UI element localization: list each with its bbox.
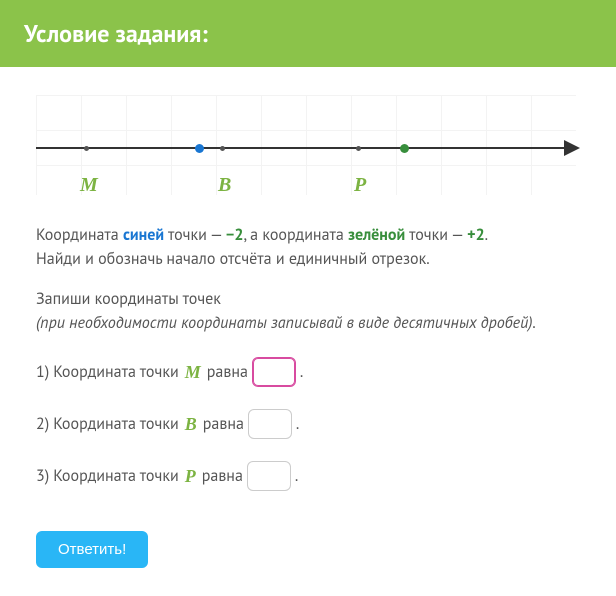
axis-point	[195, 144, 204, 153]
axis-label: B	[218, 170, 231, 200]
description-line-1: Координата синей точки — −2, а координат…	[36, 223, 580, 271]
value-plus-2: +2	[467, 225, 485, 245]
task-content: MBP Координата синей точки — −2, а коорд…	[0, 67, 616, 596]
txt: Координата	[36, 225, 123, 245]
txt: , а координата	[244, 225, 349, 245]
answer-input-M[interactable]	[252, 357, 296, 387]
hint-line: (при необходимости координаты записывай …	[36, 313, 536, 333]
txt: .	[295, 464, 298, 488]
txt: равна	[207, 360, 248, 384]
axis-label: P	[354, 170, 366, 200]
txt: точки —	[405, 225, 467, 245]
instruction-block: Запиши координаты точек (при необходимос…	[36, 287, 580, 335]
txt: .	[485, 225, 488, 245]
txt: точки —	[164, 225, 226, 245]
question-number: 3)	[36, 464, 49, 488]
axis-arrow-icon	[564, 140, 580, 156]
txt: Координата точки	[53, 360, 179, 384]
variable-P: P	[183, 463, 198, 490]
question-number: 2)	[36, 412, 49, 436]
axis-point	[220, 146, 225, 151]
blue-word: синей	[123, 225, 164, 245]
question-row: 3) Координата точки P равна .	[36, 461, 580, 491]
number-line-diagram: MBP	[36, 95, 576, 195]
answer-input-P[interactable]	[247, 461, 291, 491]
header-title: Условие задания:	[24, 18, 208, 49]
axis-line	[36, 147, 572, 149]
question-row: 2) Координата точки B равна .	[36, 409, 580, 439]
axis-label: M	[80, 170, 98, 200]
question-row: 1) Координата точки M равна .	[36, 357, 580, 387]
txt: Координата точки	[53, 464, 179, 488]
txt: Координата точки	[53, 412, 179, 436]
axis-point	[400, 144, 409, 153]
submit-label: Ответить!	[58, 541, 126, 558]
answer-input-B[interactable]	[248, 409, 292, 439]
axis-point	[84, 146, 89, 151]
variable-M: M	[183, 359, 203, 386]
submit-button[interactable]: Ответить!	[36, 531, 148, 568]
txt: .	[300, 360, 303, 384]
question-number: 1)	[36, 360, 49, 384]
axis-point	[356, 146, 361, 151]
variable-B: B	[183, 411, 199, 438]
txt: равна	[203, 412, 244, 436]
grid-background	[36, 95, 576, 195]
task-header: Условие задания:	[0, 0, 616, 67]
description-line-2: Найди и обозначь начало отсчёта и единич…	[36, 249, 430, 269]
txt: .	[296, 412, 299, 436]
green-word: зелёной	[348, 225, 405, 245]
instruction-line: Запиши координаты точек	[36, 289, 221, 309]
value-minus-2: −2	[226, 225, 244, 245]
txt: равна	[202, 464, 243, 488]
